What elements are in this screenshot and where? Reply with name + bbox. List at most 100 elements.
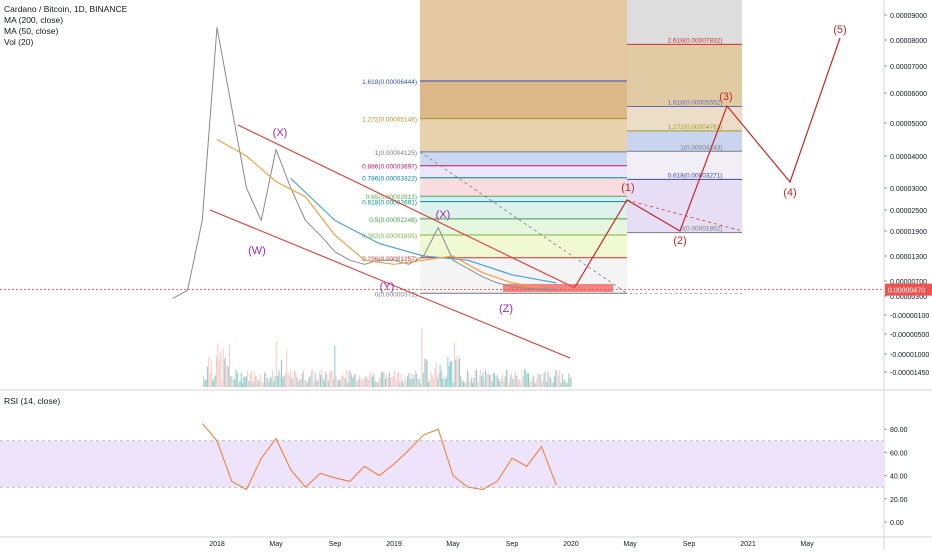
volume-bar	[372, 377, 373, 387]
fib-level-label: 1.272(0.00005146)	[362, 117, 417, 124]
volume-bar	[401, 380, 403, 387]
legend-ma50[interactable]: MA (50, close)	[4, 26, 59, 36]
volume-bar	[286, 350, 288, 387]
volume-bar	[379, 376, 381, 387]
volume-bar	[551, 381, 553, 387]
rsi-pane: 80.00 60.00 40.00 20.00 0.00	[0, 423, 908, 527]
legend-rsi[interactable]: RSI (14, close)	[4, 396, 61, 406]
volume-bar	[505, 369, 507, 387]
volume-bar	[322, 378, 324, 387]
fib-ext-label: 0.618(0.00003271)	[668, 172, 723, 179]
volume-bar	[316, 379, 318, 387]
volume-bar	[245, 376, 247, 387]
volume-bar	[430, 371, 432, 387]
time-tick-label: May	[623, 541, 637, 548]
volume-bar	[490, 375, 492, 387]
fib-level-label: 1.618(0.00006444)	[362, 79, 417, 86]
volume-bar	[278, 370, 280, 387]
volume-bar	[304, 379, 306, 387]
legend-ma200[interactable]: MA (200, close)	[4, 15, 64, 25]
chart-title: Cardano / Bitcoin, 1D, BINANCE	[4, 4, 128, 14]
volume-bar	[446, 377, 448, 387]
time-tick-label: 2019	[386, 541, 402, 548]
volume-bar	[442, 378, 444, 387]
volume-bar	[325, 372, 327, 387]
wave-label: (Z)	[499, 303, 513, 315]
price-tick-label: -0.00000100	[890, 313, 929, 320]
volume-bar	[355, 373, 357, 387]
volume-bar	[426, 360, 428, 387]
volume-bar	[274, 376, 276, 387]
volume-bar	[538, 373, 540, 387]
volume-bar	[295, 371, 297, 387]
volume-bar	[516, 375, 518, 387]
time-tick-label: 2021	[740, 541, 756, 548]
volume-bar	[526, 373, 528, 387]
volume-bar	[248, 380, 250, 387]
fib-level-label: 0.65(0.00002813)	[366, 194, 417, 201]
fib-zone	[420, 118, 627, 152]
volume-bar	[373, 373, 375, 387]
volume-bar	[323, 381, 325, 387]
volume-bar	[489, 374, 490, 387]
volume-bar	[281, 359, 282, 387]
volume-bar	[492, 373, 494, 387]
volume-bar	[352, 377, 354, 387]
volume-bar	[561, 374, 563, 387]
price-tick-label: 0.00008000	[890, 38, 927, 45]
volume-bar	[307, 382, 308, 387]
volume-bar	[386, 373, 388, 387]
volume-bar	[206, 366, 208, 387]
fib-zone	[420, 196, 627, 202]
rsi-tick-label: 20.00	[890, 497, 908, 504]
volume-bar	[438, 373, 440, 387]
volume-bar	[338, 379, 340, 387]
fib-extension: 2.618(0.00007832) 1.618(0.00005552) 1.272(…	[420, 0, 742, 294]
volume-bar	[473, 378, 475, 387]
volume-bar	[477, 382, 479, 387]
price-tick-label: 0.00003000	[890, 186, 927, 193]
volume-bar	[509, 376, 511, 387]
time-tick-label: May	[800, 541, 814, 548]
volume-bar	[226, 364, 228, 387]
fib-level-label: 1(0.00004125)	[375, 150, 417, 157]
volume-bar	[262, 382, 264, 387]
volume-bar	[283, 375, 285, 387]
volume-bar	[472, 382, 474, 387]
legend-volume[interactable]: Vol (20)	[4, 37, 34, 47]
volume-bar	[292, 379, 294, 387]
volume-bar	[336, 380, 338, 387]
volume-bar	[300, 378, 302, 387]
volume-bar	[421, 327, 423, 387]
price-tick-label: 0.00007000	[890, 64, 927, 71]
volume-bar	[424, 358, 425, 387]
volume-bar	[247, 370, 249, 387]
volume-bar	[463, 381, 464, 387]
volume-bar	[303, 370, 305, 387]
volume-bar	[353, 374, 355, 387]
volume-bar	[481, 375, 483, 387]
volume-bar	[271, 370, 273, 387]
volume-bar	[242, 382, 243, 387]
volume-bar	[468, 372, 470, 387]
volume-bar	[365, 375, 367, 387]
projection-label: (2)	[673, 235, 686, 247]
volume-bar	[329, 372, 331, 387]
time-tick-label: May	[446, 541, 460, 548]
volume-bar	[513, 376, 515, 387]
time-tick-label: 2018	[209, 541, 225, 548]
volume-bar	[502, 374, 503, 387]
volume-bar	[522, 376, 524, 387]
time-tick-label: Sep	[506, 541, 519, 548]
volume-bar	[465, 381, 467, 387]
volume-bar	[544, 370, 546, 387]
volume-bar	[476, 369, 477, 387]
volume-bar	[284, 372, 286, 387]
volume-bar	[437, 378, 438, 387]
volume-bar	[547, 371, 549, 387]
volume-bar	[534, 382, 536, 387]
volume-bar	[518, 379, 520, 387]
volume-bar	[444, 379, 446, 387]
volume-bar	[223, 358, 225, 387]
